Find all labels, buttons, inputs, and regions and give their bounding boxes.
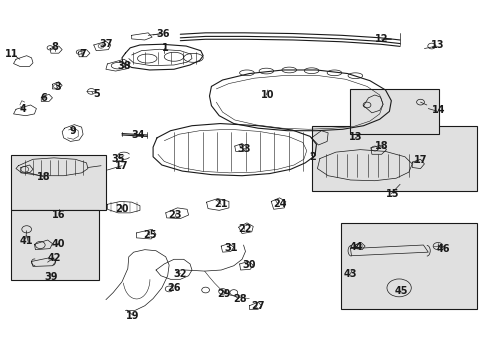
Text: 45: 45 bbox=[393, 287, 407, 296]
Text: 42: 42 bbox=[47, 253, 61, 263]
Text: 2: 2 bbox=[308, 152, 315, 162]
Text: 18: 18 bbox=[37, 172, 51, 182]
Text: 33: 33 bbox=[237, 144, 251, 154]
Text: 7: 7 bbox=[80, 49, 86, 59]
Text: 20: 20 bbox=[115, 204, 128, 214]
Bar bbox=[11, 155, 106, 210]
Text: 22: 22 bbox=[238, 224, 252, 234]
Bar bbox=[340, 223, 476, 309]
Text: 41: 41 bbox=[20, 237, 33, 247]
Text: 35: 35 bbox=[111, 154, 124, 163]
Text: 28: 28 bbox=[232, 294, 246, 303]
Text: 30: 30 bbox=[242, 260, 256, 270]
Text: 23: 23 bbox=[168, 210, 182, 220]
Text: 5: 5 bbox=[93, 89, 100, 99]
Text: 43: 43 bbox=[343, 269, 357, 279]
Text: 44: 44 bbox=[349, 242, 362, 252]
Bar bbox=[11, 210, 99, 280]
Text: 16: 16 bbox=[52, 210, 65, 220]
Text: 29: 29 bbox=[217, 289, 230, 298]
Text: 46: 46 bbox=[435, 244, 448, 253]
Text: 18: 18 bbox=[374, 141, 387, 151]
Text: 39: 39 bbox=[44, 272, 58, 282]
Text: 36: 36 bbox=[156, 28, 169, 39]
Bar bbox=[350, 89, 438, 134]
Text: 31: 31 bbox=[224, 243, 237, 253]
Text: 6: 6 bbox=[41, 93, 47, 103]
Text: 10: 10 bbox=[261, 90, 274, 100]
Text: 9: 9 bbox=[70, 126, 77, 136]
Text: 37: 37 bbox=[99, 39, 112, 49]
Text: 12: 12 bbox=[374, 34, 387, 44]
Bar bbox=[311, 126, 476, 191]
Text: 4: 4 bbox=[20, 104, 26, 114]
Text: 17: 17 bbox=[115, 161, 128, 171]
Text: 19: 19 bbox=[126, 311, 139, 321]
Text: 34: 34 bbox=[131, 130, 145, 140]
Text: 13: 13 bbox=[430, 40, 444, 50]
Text: 32: 32 bbox=[173, 269, 187, 279]
Text: 17: 17 bbox=[413, 156, 427, 165]
Text: 26: 26 bbox=[167, 283, 181, 293]
Text: 3: 3 bbox=[54, 82, 61, 92]
Text: 24: 24 bbox=[272, 199, 285, 209]
Text: 25: 25 bbox=[142, 230, 156, 240]
Text: 11: 11 bbox=[5, 49, 19, 59]
Text: 13: 13 bbox=[348, 132, 362, 142]
Text: 27: 27 bbox=[251, 301, 264, 311]
Text: 21: 21 bbox=[214, 199, 227, 209]
Text: 8: 8 bbox=[51, 42, 58, 52]
Text: 40: 40 bbox=[52, 239, 65, 249]
Text: 15: 15 bbox=[385, 189, 398, 199]
Text: 14: 14 bbox=[431, 105, 445, 115]
Text: 1: 1 bbox=[162, 43, 169, 53]
Text: 38: 38 bbox=[117, 62, 130, 71]
